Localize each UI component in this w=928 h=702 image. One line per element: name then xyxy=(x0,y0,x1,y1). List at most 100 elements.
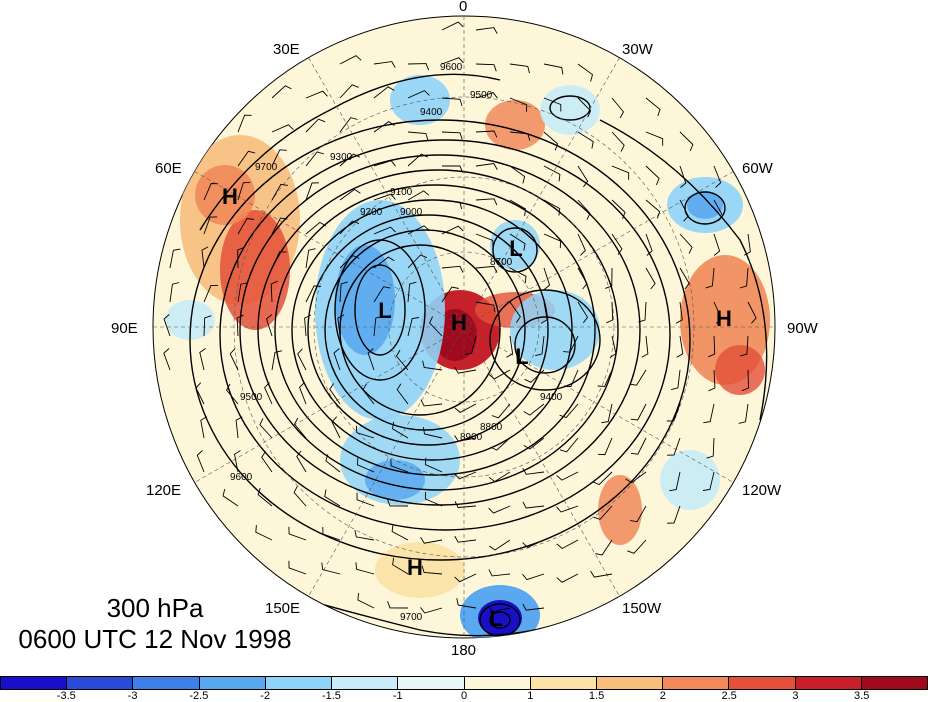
wind-barb xyxy=(676,335,684,358)
wind-barb xyxy=(169,282,180,303)
colorbar-tick-label: -1.5 xyxy=(321,690,341,702)
wind-barb xyxy=(203,284,219,303)
wind-barb xyxy=(271,217,288,235)
colorbar-segment xyxy=(332,677,399,689)
wind-barb xyxy=(333,348,341,371)
wind-barb xyxy=(577,165,589,188)
wind-barb xyxy=(237,181,251,201)
wind-barb xyxy=(203,315,212,337)
wind-barb xyxy=(577,63,594,82)
wind-barb xyxy=(339,220,360,235)
lon-label-60e: 60E xyxy=(155,160,182,177)
wind-barb xyxy=(645,165,660,186)
lon-label-30e: 30E xyxy=(273,41,300,58)
wind-barb xyxy=(271,149,287,167)
wind-barb xyxy=(441,57,464,65)
wind-barb xyxy=(744,233,751,256)
wind-barb xyxy=(713,199,724,222)
wind-barb xyxy=(522,573,545,581)
graticule xyxy=(153,16,775,638)
title-level: 300 hPa xyxy=(106,593,204,623)
wind-barb xyxy=(601,403,613,424)
wind-barb xyxy=(237,246,245,269)
contour-label: 9400 xyxy=(420,107,443,118)
wind-barb xyxy=(509,301,521,323)
wind-barb xyxy=(713,165,722,188)
wind-barb xyxy=(392,421,409,439)
wind-barb xyxy=(195,382,205,405)
colorbar-segment xyxy=(199,677,266,689)
wind-barb xyxy=(543,97,562,112)
wind-barb xyxy=(196,450,205,473)
wind-barb xyxy=(577,267,588,290)
wind-barb xyxy=(491,403,511,419)
wind-barb xyxy=(543,267,551,290)
wind-barb xyxy=(324,489,341,507)
wind-barb xyxy=(169,248,181,269)
wind-barb xyxy=(373,286,391,303)
wind-barb xyxy=(356,492,375,507)
wind-barb xyxy=(339,188,361,201)
wind-barb xyxy=(305,90,328,99)
wind-barb xyxy=(454,435,477,442)
colorbar-tick-label: -1 xyxy=(392,690,403,702)
wind-barb xyxy=(304,314,312,337)
height-contours xyxy=(169,73,768,637)
wind-barb xyxy=(424,491,443,507)
wind-barb xyxy=(200,416,208,439)
wind-barb xyxy=(577,233,586,256)
wind-barb xyxy=(233,450,241,473)
wind-barb xyxy=(429,316,443,337)
colorbar-segment xyxy=(1,677,68,689)
wind-barb xyxy=(559,403,579,419)
wind-barb xyxy=(325,454,341,473)
wind-barb xyxy=(407,254,428,269)
wind-barb xyxy=(271,183,288,201)
colorbar-segment xyxy=(265,677,333,689)
colorbar xyxy=(0,676,928,690)
wind-barbs xyxy=(163,21,757,614)
wind-barb xyxy=(420,537,443,544)
wind-barb xyxy=(747,301,757,324)
wind-barb xyxy=(387,499,409,507)
wind-barb xyxy=(226,383,239,405)
wind-barb xyxy=(354,530,375,541)
wind-barb xyxy=(645,199,661,219)
wind-barb xyxy=(297,348,307,371)
colorbar-tick-label: 1 xyxy=(527,690,534,702)
wind-barb xyxy=(679,165,687,188)
contour-label: 9500 xyxy=(240,392,263,403)
wind-barb xyxy=(329,383,341,405)
lon-label-60w: 60W xyxy=(742,160,773,177)
colorbar-tick-label: -2.5 xyxy=(189,690,209,702)
wind-barb xyxy=(337,314,345,337)
wind-barb xyxy=(540,301,548,324)
wind-barb xyxy=(163,314,171,337)
wind-barb xyxy=(645,267,656,290)
wind-barb xyxy=(556,471,579,481)
wind-barb xyxy=(229,348,239,371)
wind-barb xyxy=(490,437,511,451)
low-center-marker: L xyxy=(515,344,529,369)
wind-barb xyxy=(509,131,531,141)
wind-barb xyxy=(441,265,464,273)
wind-barb xyxy=(293,486,307,507)
wind-barb xyxy=(475,27,498,34)
lon-label-120e: 120E xyxy=(146,482,182,499)
colorbar-segment xyxy=(530,677,597,689)
contour-label: 9700 xyxy=(255,162,278,173)
wind-barb xyxy=(270,280,278,303)
wind-barb xyxy=(669,471,681,492)
colorbar-tick-label: 1.5 xyxy=(588,690,605,702)
wind-barb xyxy=(475,301,496,313)
wind-barb xyxy=(454,535,477,543)
wind-barb xyxy=(488,471,511,483)
wind-barb xyxy=(271,124,294,133)
contour-label: 9400 xyxy=(540,392,563,403)
wind-barb xyxy=(407,317,420,337)
wind-barb xyxy=(522,539,545,549)
wind-barb xyxy=(222,488,239,507)
wind-barb xyxy=(679,267,690,290)
wind-barb xyxy=(422,427,443,439)
